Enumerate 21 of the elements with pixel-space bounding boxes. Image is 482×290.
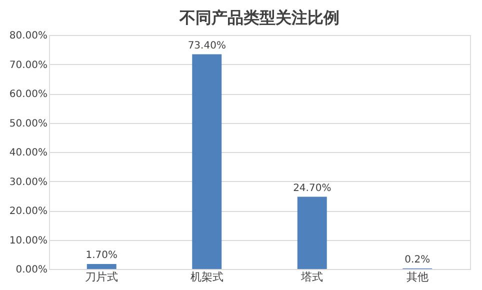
- y-tick-label: 70.00%: [9, 60, 48, 71]
- y-tick-label: 0.00%: [16, 264, 48, 276]
- y-tick-label: 10.00%: [9, 235, 48, 246]
- bar: [297, 196, 327, 269]
- x-tick-label: 机架式: [190, 270, 224, 284]
- y-tick-label: 20.00%: [9, 206, 48, 217]
- x-tick-label: 塔式: [300, 270, 324, 284]
- y-tick-label: 40.00%: [9, 148, 48, 158]
- data-label: 73.40%: [188, 40, 226, 52]
- y-tick-label: 60.00%: [9, 89, 48, 100]
- x-tick-label: 其他: [406, 270, 428, 284]
- bar: [86, 264, 116, 269]
- data-label: 24.70%: [293, 182, 332, 194]
- chart-title: 不同产品类型关注比例: [178, 8, 340, 27]
- data-label: 0.2%: [404, 254, 430, 266]
- y-tick-label: 80.00%: [9, 30, 48, 42]
- bar: [192, 54, 222, 269]
- data-label: 1.70%: [86, 250, 118, 262]
- x-tick-label: 刀片式: [85, 270, 118, 284]
- y-tick-label: 30.00%: [9, 176, 48, 188]
- y-tick-label: 50.00%: [9, 118, 48, 130]
